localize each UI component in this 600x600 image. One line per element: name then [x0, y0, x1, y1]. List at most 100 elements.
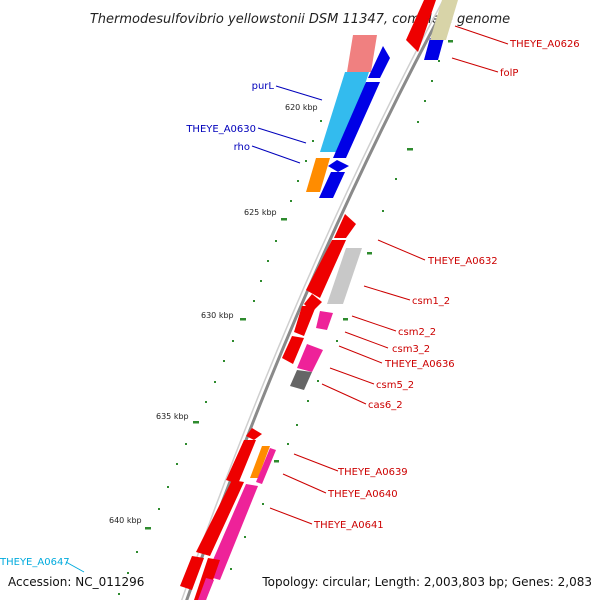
- tick-mark: [417, 121, 419, 123]
- gene-label-rho: rho: [234, 142, 250, 153]
- tick-mark: [281, 218, 287, 221]
- gene-theye-a0640-pink: [256, 448, 276, 484]
- leader-line: [257, 127, 307, 144]
- gene-csm2-red-b: [294, 306, 316, 336]
- gene-label-csm1-2: csm1_2: [412, 296, 450, 307]
- tick-label: 625 kbp: [244, 208, 277, 217]
- leader-line: [65, 561, 85, 573]
- tick-mark: [145, 527, 151, 530]
- tick-mark: [382, 210, 384, 212]
- gene-theye-a0641: [196, 480, 244, 556]
- gene-theye-a0630: [306, 158, 330, 192]
- gene-theye-a0636: [297, 344, 323, 372]
- tick-mark: [287, 443, 289, 445]
- tick-mark: [296, 424, 298, 426]
- tick-mark: [317, 380, 319, 382]
- gene-bottom-pink: [198, 578, 214, 600]
- gene-label-theye-a0632: THEYE_A0632: [427, 256, 498, 267]
- tick-mark: [297, 180, 299, 182]
- gene-purl-pink: [347, 35, 377, 72]
- tick-mark: [167, 486, 169, 488]
- tick-mark: [438, 60, 440, 62]
- gene-csm1-2: [327, 248, 362, 304]
- tick-label: 620 kbp: [285, 103, 318, 112]
- gene-label-theye-a0639: THEYE_A0639: [337, 467, 408, 478]
- leader-line: [451, 57, 499, 73]
- tick-mark: [127, 572, 129, 574]
- gene-label-theye-a0626: THEYE_A0626: [509, 39, 580, 50]
- tick-mark: [424, 100, 426, 102]
- tick-mark: [185, 443, 187, 445]
- tick-mark: [136, 551, 138, 553]
- gene-blue-3: [319, 172, 345, 198]
- tick-mark: [253, 300, 255, 302]
- gene-label-theye-a0640: THEYE_A0640: [327, 489, 398, 500]
- gene-label-csm3-2: csm3_2: [392, 344, 430, 355]
- tick-mark: [448, 40, 453, 43]
- gene-label-purl: purL: [252, 81, 275, 92]
- tick-label: 635 kbp: [156, 412, 189, 421]
- tick-mark: [260, 280, 262, 282]
- gene-tan: [430, 0, 458, 40]
- tick-mark: [214, 381, 216, 383]
- map-title: Thermodesulfovibrio yellowstonii DSM 113…: [90, 12, 510, 27]
- gene-label-theye-a0630: THEYE_A0630: [185, 124, 256, 135]
- tick-mark: [307, 400, 309, 402]
- tick-mark: [205, 401, 207, 403]
- gene-purl: [320, 72, 369, 152]
- tick-mark: [158, 508, 160, 510]
- topology-summary: Topology: circular; Length: 2,003,803 bp…: [261, 575, 592, 589]
- leader-line: [269, 507, 313, 525]
- gene-theye-a0632-b: [306, 240, 346, 298]
- leader-line: [275, 85, 323, 101]
- gene-label-csm5-2: csm5_2: [376, 380, 414, 391]
- gene-theye-a0641-pink: [206, 484, 258, 580]
- leader-line: [329, 367, 375, 385]
- tick-mark: [395, 178, 397, 180]
- gene-label-theye-a0641: THEYE_A0641: [313, 520, 384, 531]
- gene-theye-a0640: [250, 446, 270, 478]
- tick-mark: [232, 340, 234, 342]
- tick-mark: [336, 340, 338, 342]
- tick-mark: [244, 536, 246, 538]
- tick-mark: [267, 260, 269, 262]
- backbone-inner: [180, 0, 445, 600]
- tick-label: 630 kbp: [201, 311, 234, 320]
- gene-bottom-red-a: [180, 556, 204, 590]
- gene-blue-1: [368, 46, 390, 78]
- leader-line: [338, 345, 383, 364]
- tick-mark: [176, 463, 178, 465]
- leader-line: [344, 331, 389, 349]
- gene-theye-a0626: [406, 0, 436, 52]
- gene-theye-a0639-b: [226, 440, 256, 484]
- leader-line: [363, 285, 411, 301]
- gene-blue-2: [333, 82, 380, 158]
- tick-mark: [118, 593, 120, 595]
- gene-label-theye-a0636: THEYE_A0636: [384, 359, 455, 370]
- leader-line: [321, 383, 367, 405]
- tick-mark: [320, 120, 322, 122]
- gene-csm5-2: [290, 370, 312, 390]
- gene-label-csm2-2: csm2_2: [398, 327, 436, 338]
- tick-mark: [367, 252, 372, 255]
- gene-csm3-2: [282, 336, 304, 364]
- tick-mark: [240, 318, 246, 321]
- tick-mark: [290, 200, 292, 202]
- tick-mark: [343, 318, 348, 321]
- tick-label: 640 kbp: [109, 516, 142, 525]
- gene-label-theye-a0647: THEYE_A0647: [0, 557, 70, 568]
- tick-mark: [230, 568, 232, 570]
- tick-mark: [262, 503, 264, 505]
- gene-theye-a0632-a: [334, 214, 356, 238]
- tick-mark: [275, 240, 277, 242]
- leader-line: [454, 25, 509, 45]
- leader-line: [377, 239, 426, 261]
- tick-mark: [407, 148, 413, 151]
- tick-mark: [193, 421, 199, 424]
- tick-mark: [312, 140, 314, 142]
- leader-lines: [65, 25, 509, 573]
- gene-csm2-2: [316, 311, 333, 330]
- tick-mark: [431, 80, 433, 82]
- leader-line: [251, 145, 301, 164]
